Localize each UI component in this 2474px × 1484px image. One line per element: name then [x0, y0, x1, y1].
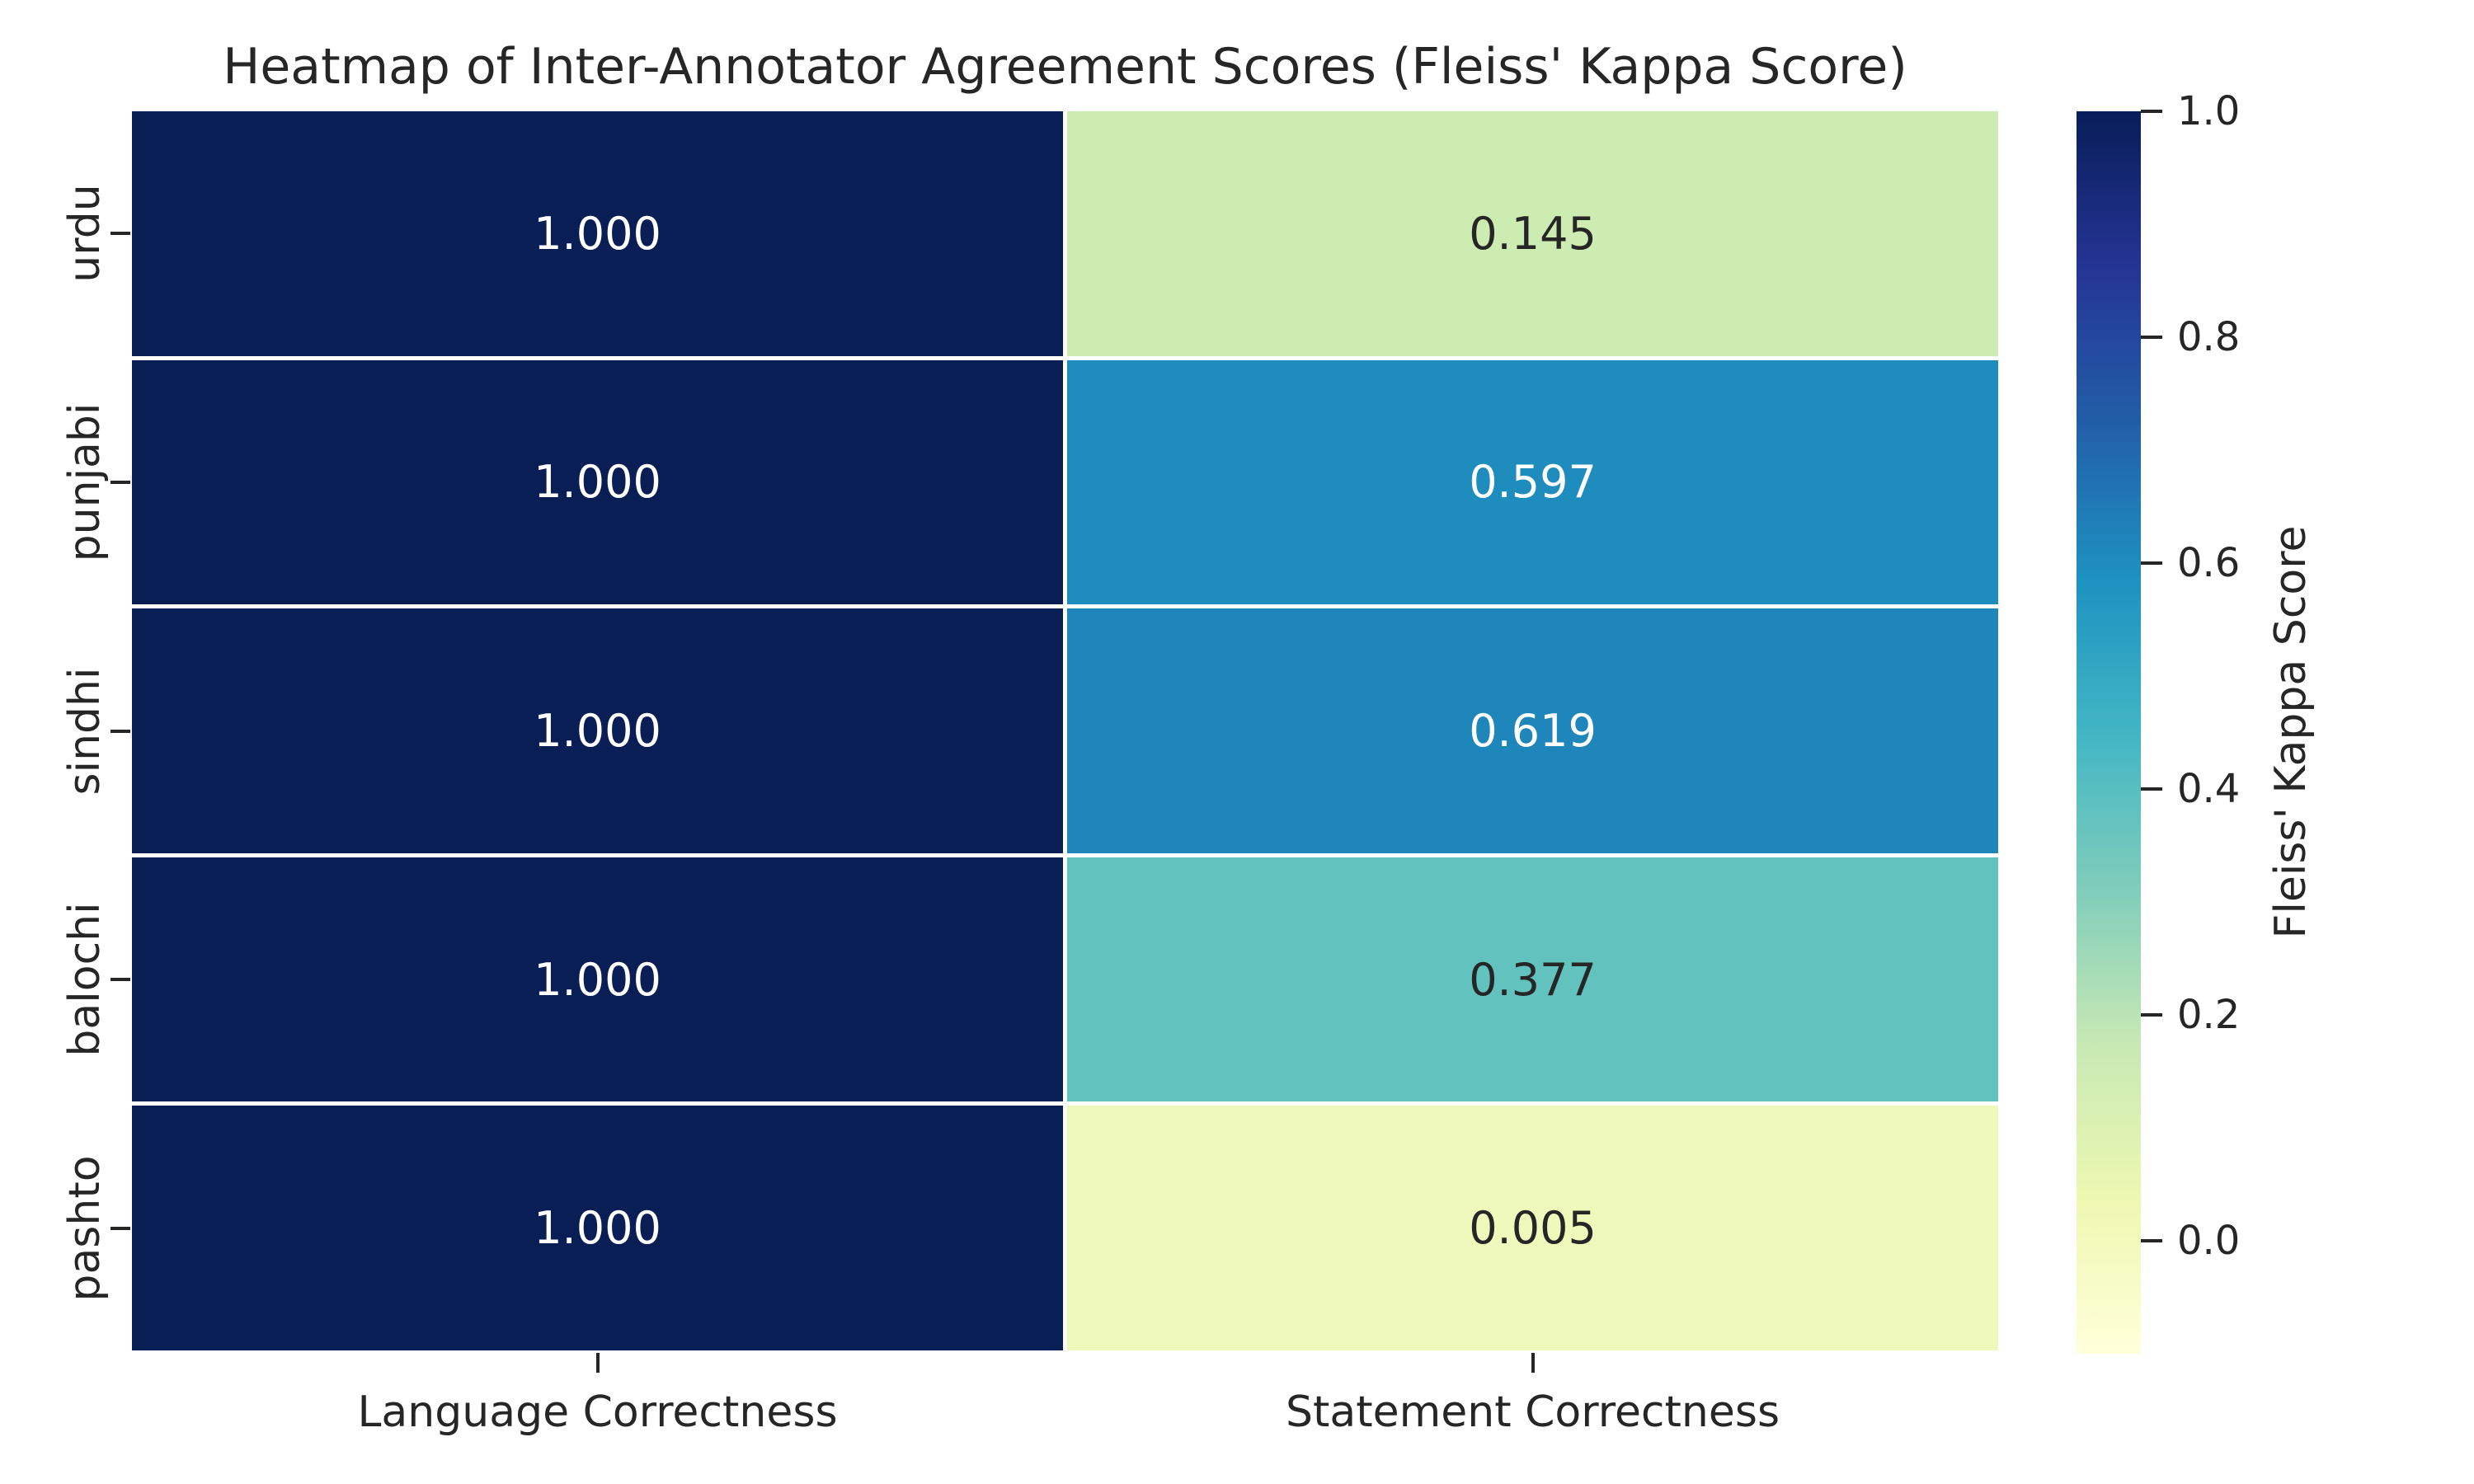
cell-value: 1.000: [534, 207, 661, 260]
heatmap-cell: 1.000: [132, 1106, 1063, 1350]
heatmap-cell: 1.000: [132, 359, 1063, 605]
colorbar-tick-label: 0.6: [2177, 540, 2241, 586]
y-axis-label: urdu: [60, 184, 110, 283]
colorbar-tick-label: 0.4: [2177, 766, 2241, 812]
colorbar-label: Fleiss' Kappa Score: [2266, 525, 2316, 939]
cell-value: 0.597: [1469, 456, 1597, 509]
heatmap-cell: 1.000: [132, 857, 1063, 1102]
cell-value: 1.000: [534, 456, 661, 509]
y-tick: [111, 480, 130, 484]
colorbar-tick: [2141, 336, 2162, 339]
colorbar-tick: [2141, 1013, 2162, 1017]
cell-value: 1.000: [534, 704, 661, 757]
heatmap-cell: 0.145: [1067, 111, 1998, 356]
chart-title: Heatmap of Inter-Annotator Agreement Sco…: [223, 38, 1907, 96]
x-axis-label: Language Correctness: [357, 1388, 838, 1437]
heatmap-cell: 0.005: [1067, 1106, 1998, 1350]
cell-value: 0.377: [1469, 953, 1597, 1006]
y-axis-label: balochi: [60, 902, 110, 1057]
cell-value: 0.005: [1469, 1202, 1597, 1255]
heatmap-cell: 1.000: [132, 111, 1063, 356]
cell-value: 1.000: [534, 1202, 661, 1255]
x-tick: [595, 1353, 600, 1373]
heatmap-grid: 1.000 0.145 1.000 0.597 1.000 0.619 1.000 0.377…: [132, 111, 1998, 1350]
cell-value: 0.619: [1469, 704, 1597, 757]
heatmap-cell: 1.000: [132, 608, 1063, 853]
y-tick: [111, 729, 130, 733]
colorbar-tick: [2141, 787, 2162, 791]
colorbar-tick: [2141, 110, 2162, 113]
x-axis-label: Statement Correctness: [1285, 1388, 1780, 1437]
colorbar-gradient: [2077, 111, 2141, 1354]
heatmap-cell: 0.597: [1067, 359, 1998, 605]
y-axis-label: punjabi: [60, 402, 110, 562]
colorbar-tick-label: 1.0: [2177, 88, 2241, 134]
y-tick: [111, 232, 130, 236]
colorbar-tick: [2141, 1239, 2162, 1242]
colorbar-tick-label: 0.0: [2177, 1218, 2241, 1264]
y-axis-label: sindhi: [60, 667, 110, 795]
cell-value: 1.000: [534, 953, 661, 1006]
colorbar-tick: [2141, 561, 2162, 565]
y-tick: [111, 978, 130, 982]
heatmap-cell: 0.377: [1067, 857, 1998, 1102]
colorbar-tick-label: 0.8: [2177, 314, 2241, 360]
colorbar-tick-label: 0.2: [2177, 992, 2241, 1038]
cell-value: 0.145: [1469, 207, 1597, 260]
x-tick: [1531, 1353, 1535, 1373]
y-axis-label: pashto: [60, 1155, 110, 1302]
y-tick: [111, 1226, 130, 1230]
heatmap-cell: 0.619: [1067, 608, 1998, 853]
